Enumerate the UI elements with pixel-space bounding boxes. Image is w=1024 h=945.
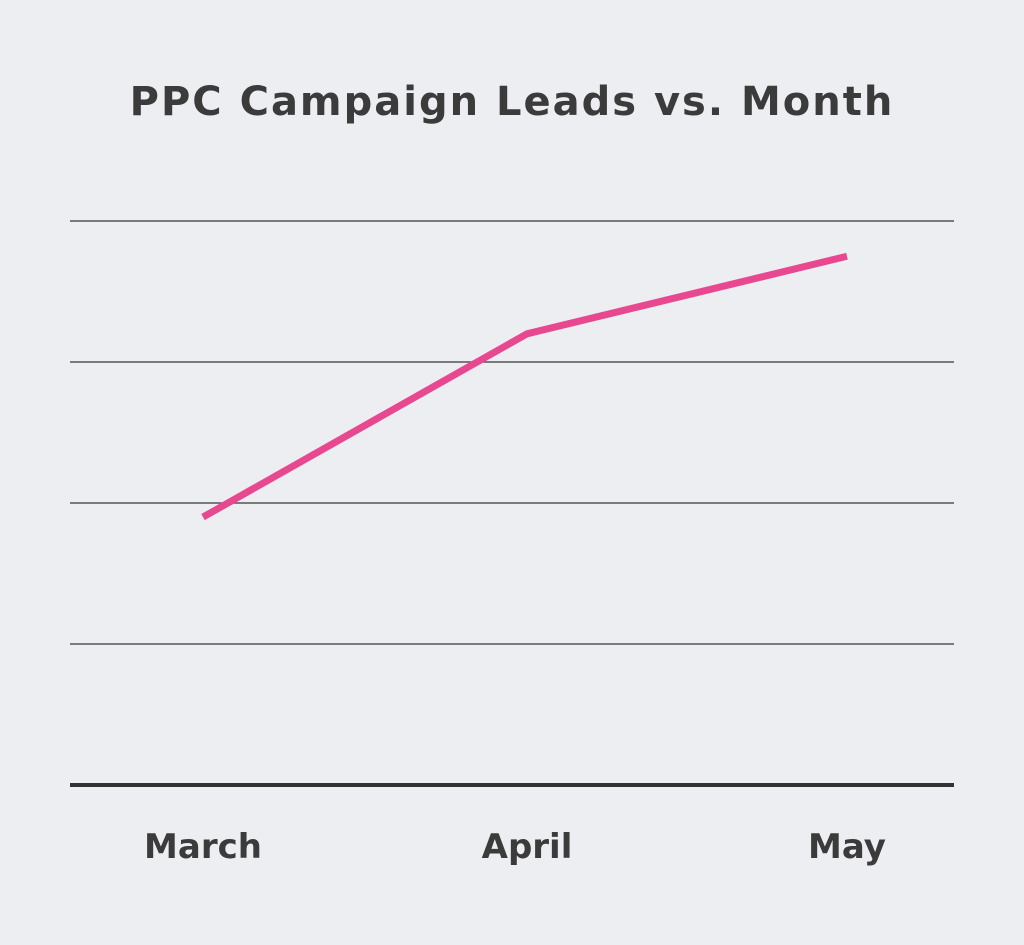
x-tick-label-may: May [808,827,886,867]
series-line [201,252,848,521]
x-tick-label-april: April [482,827,573,867]
gridlines [70,220,954,645]
chart-title: PPC Campaign Leads vs. Month [130,79,895,125]
x-tick-label-march: March [144,827,262,867]
series-group [201,252,848,521]
x-tick-labels: March April May [144,827,886,867]
